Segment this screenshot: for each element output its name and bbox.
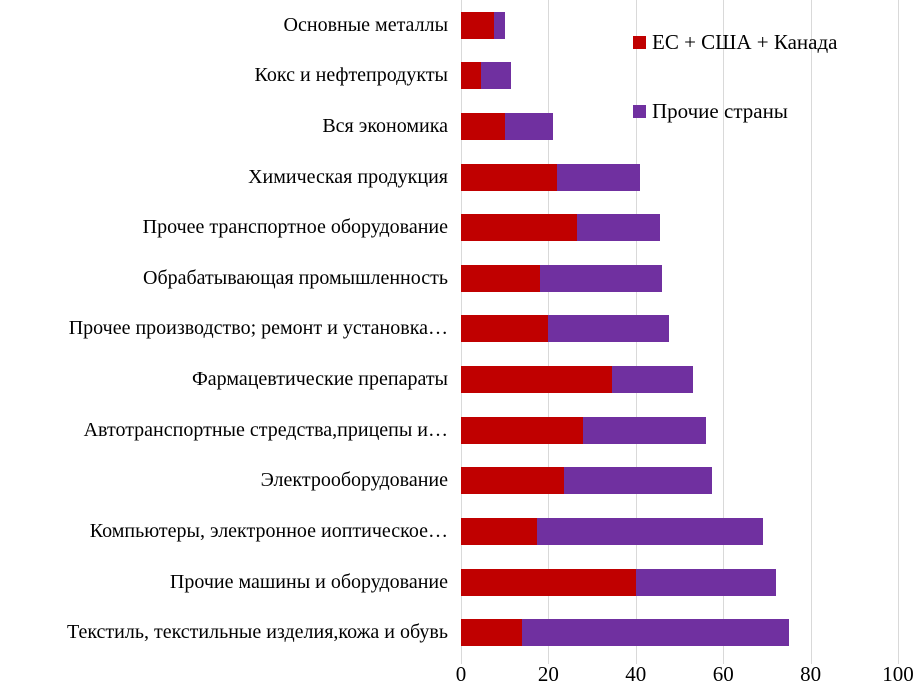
bar-segment	[461, 619, 523, 647]
category-axis: Основные металлы Кокс и нефтепродукты Вся …	[0, 0, 455, 658]
bar-segment	[461, 113, 505, 141]
bar-segment	[461, 315, 549, 343]
bar-row	[461, 304, 898, 355]
bar-segment	[576, 214, 660, 242]
bar-segment	[461, 264, 540, 292]
bars-container	[461, 0, 898, 658]
category-label: Обрабатывающая промышленность	[143, 266, 448, 289]
bar-segment	[461, 416, 584, 444]
category-label: Кокс и нефтепродукты	[254, 64, 448, 87]
category-label: Вся экономика	[322, 115, 448, 138]
bar-row	[461, 557, 898, 608]
bar-row	[461, 405, 898, 456]
bar-segment	[461, 366, 612, 394]
category-label: Фармацевтические препараты	[191, 368, 448, 391]
gridline	[898, 0, 899, 664]
x-tick-label: 60	[712, 662, 734, 686]
bar-row	[461, 152, 898, 203]
legend-label: ЕС + США + Канада	[652, 30, 838, 54]
x-tick-label: 20	[537, 662, 559, 686]
bar-segment	[480, 62, 512, 90]
legend: ЕС + США + Канада Прочие страны	[633, 30, 838, 124]
category-label: Компьютеры, электронное иоптическое…	[89, 519, 448, 542]
bar-row	[461, 101, 898, 152]
bar-row	[461, 202, 898, 253]
x-tick-label: 100	[882, 662, 914, 686]
legend-item: Прочие страны	[633, 99, 838, 124]
x-axis: 0 20 40 60 80 100	[456, 660, 914, 696]
bar-segment	[537, 517, 763, 545]
bar-segment	[504, 113, 553, 141]
bar-segment	[493, 11, 505, 39]
x-tick-label: 80	[800, 662, 822, 686]
bar-row	[461, 51, 898, 102]
bar-row	[461, 455, 898, 506]
plot-area: ЕС + США + Канада Прочие страны	[461, 0, 899, 664]
bar-row	[461, 607, 898, 658]
bar-row	[461, 253, 898, 304]
category-label: Химическая продукция	[248, 165, 448, 188]
bar-segment	[461, 517, 538, 545]
bar-segment	[461, 11, 494, 39]
bar-segment	[563, 467, 713, 495]
x-tick-label: 40	[625, 662, 647, 686]
bar-segment	[583, 416, 706, 444]
bar-segment	[522, 619, 789, 647]
category-label: Автотранспортные стредства,прицепы и…	[83, 418, 448, 441]
bar-segment	[557, 163, 641, 191]
x-tick-label: 0	[455, 662, 467, 686]
category-label: Электрооборудование	[260, 469, 448, 492]
category-label: Прочее производство; ремонт и установка…	[68, 317, 448, 340]
bar-segment	[611, 366, 693, 394]
legend-label: Прочие страны	[652, 99, 788, 123]
bar-row	[461, 0, 898, 51]
category-label: Прочие машины и оборудование	[169, 570, 448, 593]
legend-swatch-icon	[633, 105, 646, 118]
category-label: Основные металлы	[283, 13, 448, 36]
gridline	[723, 0, 725, 664]
legend-item: ЕС + США + Канада	[633, 30, 838, 55]
bar-segment	[461, 568, 636, 596]
bar-segment	[539, 264, 663, 292]
bar-segment	[635, 568, 776, 596]
category-label: Текстиль, текстильные изделия,кожа и обу…	[66, 621, 448, 644]
bar-row	[461, 354, 898, 405]
legend-swatch-icon	[633, 36, 646, 49]
bar-segment	[461, 62, 481, 90]
category-label: Прочее транспортное оборудование	[142, 216, 448, 239]
bar-row	[461, 506, 898, 557]
bar-segment	[461, 467, 564, 495]
bar-segment	[461, 163, 558, 191]
gridline	[810, 0, 812, 664]
bar-segment	[548, 315, 669, 343]
bar-segment	[461, 214, 577, 242]
